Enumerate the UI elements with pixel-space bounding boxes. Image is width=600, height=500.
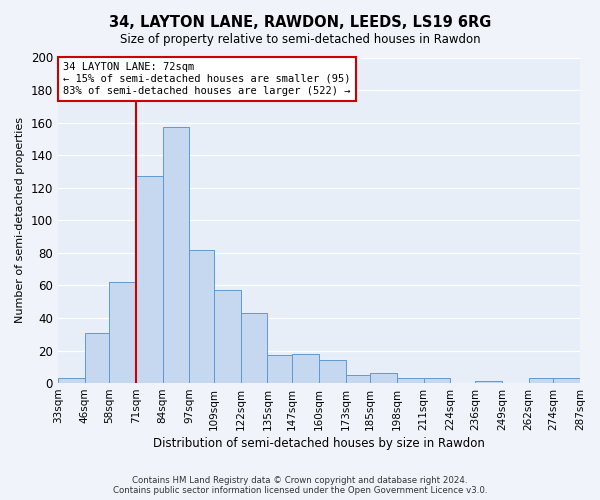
- Bar: [529, 378, 553, 383]
- Bar: [553, 378, 580, 383]
- Text: Size of property relative to semi-detached houses in Rawdon: Size of property relative to semi-detach…: [119, 32, 481, 46]
- X-axis label: Distribution of semi-detached houses by size in Rawdon: Distribution of semi-detached houses by …: [153, 437, 485, 450]
- Text: 34 LAYTON LANE: 72sqm
← 15% of semi-detached houses are smaller (95)
83% of semi: 34 LAYTON LANE: 72sqm ← 15% of semi-deta…: [63, 62, 350, 96]
- Bar: [319, 360, 346, 383]
- Bar: [424, 378, 451, 383]
- Bar: [268, 356, 292, 383]
- Bar: [346, 375, 370, 383]
- Bar: [85, 332, 109, 383]
- Bar: [292, 354, 319, 383]
- Bar: [214, 290, 241, 383]
- Bar: [136, 176, 163, 383]
- Bar: [397, 378, 424, 383]
- Bar: [109, 282, 136, 383]
- Y-axis label: Number of semi-detached properties: Number of semi-detached properties: [15, 118, 25, 324]
- Bar: [241, 313, 268, 383]
- Bar: [370, 374, 397, 383]
- Bar: [190, 250, 214, 383]
- Bar: [475, 382, 502, 383]
- Text: Contains HM Land Registry data © Crown copyright and database right 2024.
Contai: Contains HM Land Registry data © Crown c…: [113, 476, 487, 495]
- Bar: [58, 378, 85, 383]
- Bar: [163, 128, 190, 383]
- Text: 34, LAYTON LANE, RAWDON, LEEDS, LS19 6RG: 34, LAYTON LANE, RAWDON, LEEDS, LS19 6RG: [109, 15, 491, 30]
